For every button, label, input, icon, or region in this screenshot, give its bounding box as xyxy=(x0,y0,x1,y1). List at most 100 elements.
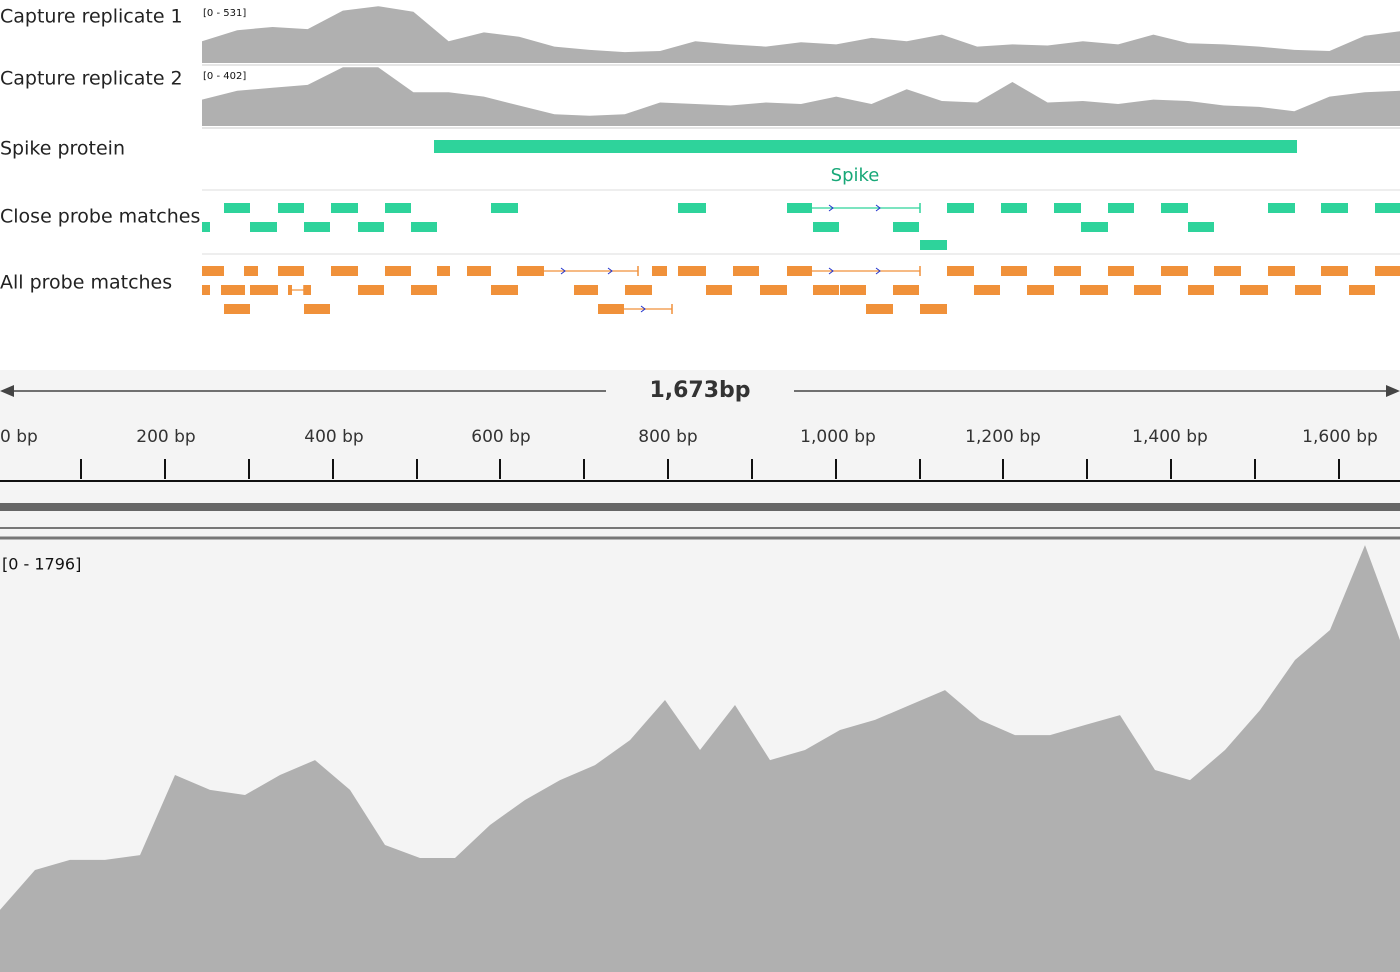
probe[interactable] xyxy=(1027,285,1054,295)
probe[interactable] xyxy=(866,304,893,314)
close-probe[interactable] xyxy=(1321,203,1348,213)
probe[interactable] xyxy=(1161,266,1188,276)
close-probe[interactable] xyxy=(1001,203,1027,213)
track-label[interactable]: All probe matches xyxy=(0,272,172,294)
probe[interactable] xyxy=(244,266,258,276)
data-range: [0 - 1796] xyxy=(2,555,81,574)
probe[interactable] xyxy=(947,266,974,276)
probe[interactable] xyxy=(278,266,304,276)
probe[interactable] xyxy=(1240,285,1268,295)
span-label: 1,673bp xyxy=(649,378,750,403)
close-probe[interactable] xyxy=(893,222,919,232)
probe[interactable] xyxy=(202,266,224,276)
close-probe[interactable] xyxy=(947,203,974,213)
probe[interactable] xyxy=(893,285,919,295)
coverage-area xyxy=(202,67,1400,126)
probe[interactable] xyxy=(467,266,491,276)
close-probe[interactable] xyxy=(304,222,330,232)
probe[interactable] xyxy=(598,304,624,314)
strand-arrow xyxy=(828,204,834,212)
close-probe[interactable] xyxy=(1108,203,1134,213)
close-probe[interactable] xyxy=(278,203,304,213)
close-probe[interactable] xyxy=(1188,222,1214,232)
probe[interactable] xyxy=(1188,285,1214,295)
close-probe[interactable] xyxy=(224,203,250,213)
coverage-area xyxy=(202,6,1400,63)
probe[interactable] xyxy=(574,285,598,295)
strand-arrow xyxy=(607,267,613,275)
probe[interactable] xyxy=(437,266,450,276)
ruler-tick-label: 0 bp xyxy=(0,427,38,447)
track-label[interactable]: Capture replicate 1 xyxy=(0,6,183,28)
close-probe[interactable] xyxy=(1268,203,1295,213)
probe[interactable] xyxy=(1134,285,1161,295)
probe[interactable] xyxy=(733,266,759,276)
close-probe[interactable] xyxy=(813,222,839,232)
probe[interactable] xyxy=(491,285,518,295)
probe[interactable] xyxy=(1001,266,1027,276)
close-probe[interactable] xyxy=(678,203,706,213)
probe[interactable] xyxy=(840,285,866,295)
probe[interactable] xyxy=(304,285,311,295)
ruler-tick-label: 200 bp xyxy=(136,427,195,447)
ruler-tick-label: 800 bp xyxy=(638,427,697,447)
probe[interactable] xyxy=(974,285,1000,295)
probe[interactable] xyxy=(250,285,278,295)
probe[interactable] xyxy=(331,266,358,276)
probe[interactable] xyxy=(678,266,706,276)
probe[interactable] xyxy=(1054,266,1081,276)
probe[interactable] xyxy=(1080,285,1108,295)
close-probe[interactable] xyxy=(1054,203,1081,213)
data-range: [0 - 531] xyxy=(203,8,246,19)
probe[interactable] xyxy=(385,266,411,276)
probe[interactable] xyxy=(1108,266,1134,276)
probe[interactable] xyxy=(288,285,292,295)
probe[interactable] xyxy=(652,266,667,276)
probe[interactable] xyxy=(1321,266,1348,276)
probe[interactable] xyxy=(787,266,812,276)
strand-arrow xyxy=(875,204,881,212)
probe[interactable] xyxy=(358,285,384,295)
ruler-tick-label: 1,400 bp xyxy=(1132,427,1208,447)
arrow-head xyxy=(0,385,14,397)
close-probe[interactable] xyxy=(385,203,411,213)
close-probe[interactable] xyxy=(202,222,210,232)
track-label[interactable]: Close probe matches xyxy=(0,206,200,228)
strand-arrow xyxy=(875,267,881,275)
strand-arrow xyxy=(828,267,834,275)
ruler-tick-label: 400 bp xyxy=(304,427,363,447)
probe[interactable] xyxy=(1214,266,1241,276)
probe[interactable] xyxy=(625,285,652,295)
close-probe[interactable] xyxy=(1375,203,1400,213)
probe[interactable] xyxy=(1349,285,1375,295)
probe[interactable] xyxy=(1268,266,1295,276)
close-probe[interactable] xyxy=(787,203,812,213)
probe[interactable] xyxy=(411,285,437,295)
close-probe[interactable] xyxy=(1161,203,1188,213)
track-label[interactable]: Capture replicate 2 xyxy=(0,68,183,90)
probe[interactable] xyxy=(1375,266,1400,276)
probe[interactable] xyxy=(304,304,330,314)
ruler-tick-label: 600 bp xyxy=(471,427,530,447)
probe[interactable] xyxy=(813,285,839,295)
close-probe[interactable] xyxy=(331,203,358,213)
probe[interactable] xyxy=(517,266,544,276)
probe[interactable] xyxy=(224,304,250,314)
probe[interactable] xyxy=(202,285,210,295)
strand-arrow xyxy=(640,305,646,313)
close-probe[interactable] xyxy=(358,222,384,232)
arrow-head xyxy=(1386,385,1400,397)
probe[interactable] xyxy=(760,285,787,295)
close-probe[interactable] xyxy=(411,222,437,232)
close-probe[interactable] xyxy=(1081,222,1108,232)
close-probe[interactable] xyxy=(250,222,277,232)
probe[interactable] xyxy=(920,304,947,314)
probe[interactable] xyxy=(221,285,245,295)
close-probe[interactable] xyxy=(491,203,518,213)
probe[interactable] xyxy=(1295,285,1321,295)
track-label[interactable]: Spike protein xyxy=(0,138,125,160)
close-probe[interactable] xyxy=(920,240,947,250)
probe[interactable] xyxy=(706,285,732,295)
spike-feature[interactable] xyxy=(434,140,1297,153)
